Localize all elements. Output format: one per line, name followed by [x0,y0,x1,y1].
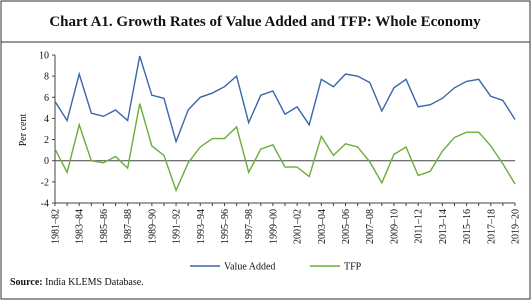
x-tick-label: 1989–90 [147,209,158,244]
y-tick-label: 6 [44,93,49,104]
x-tick-label: 2013–14 [438,209,449,244]
y-tick-label: 0 [44,156,49,167]
x-tick-label: 2011–12 [414,209,425,244]
source: Source: India KLEMS Database. [10,277,144,288]
series-line [54,103,516,193]
x-tick-label: 1985–86 [99,209,110,244]
x-tick-label: 2019–20 [511,209,522,244]
y-tick-label: 10 [39,51,49,62]
y-tick-label: 8 [44,72,49,83]
x-tick-label: 1997–98 [244,209,255,244]
x-tick-label: 2017–18 [486,209,497,244]
x-tick-label: 2003–04 [317,209,328,244]
y-tick-label: 4 [44,114,49,125]
x-tick-label: 1981–82 [51,209,62,244]
y-tick-label: -4 [41,199,49,210]
x-tick-label: 2001–02 [293,209,304,244]
x-tick-label: 2009–10 [389,209,400,244]
x-tick-label: 2015–16 [462,209,473,244]
legend-label: Value Added [224,262,275,273]
source-text: India KLEMS Database. [43,277,144,288]
chart-title: Chart A1. Growth Rates of Value Added an… [49,14,481,30]
x-tick-label: 1999–00 [268,209,279,244]
legend-label: TFP [344,262,362,273]
x-tick-label: 2007–08 [365,209,376,244]
x-tick-label: 2005–06 [341,209,352,244]
x-tick-label: 1991–92 [172,209,183,244]
x-tick-label: 1983–84 [75,209,86,244]
x-tick-label: 1995–96 [220,209,231,244]
source-label: Source: [10,277,43,288]
x-tick-label: 1987–88 [123,209,134,244]
series-line [54,55,516,144]
y-tick-label: 2 [44,135,49,146]
y-tick-label: -2 [41,177,49,188]
x-tick-label: 1993–94 [196,209,207,244]
y-axis-label: Per cent [18,114,29,147]
